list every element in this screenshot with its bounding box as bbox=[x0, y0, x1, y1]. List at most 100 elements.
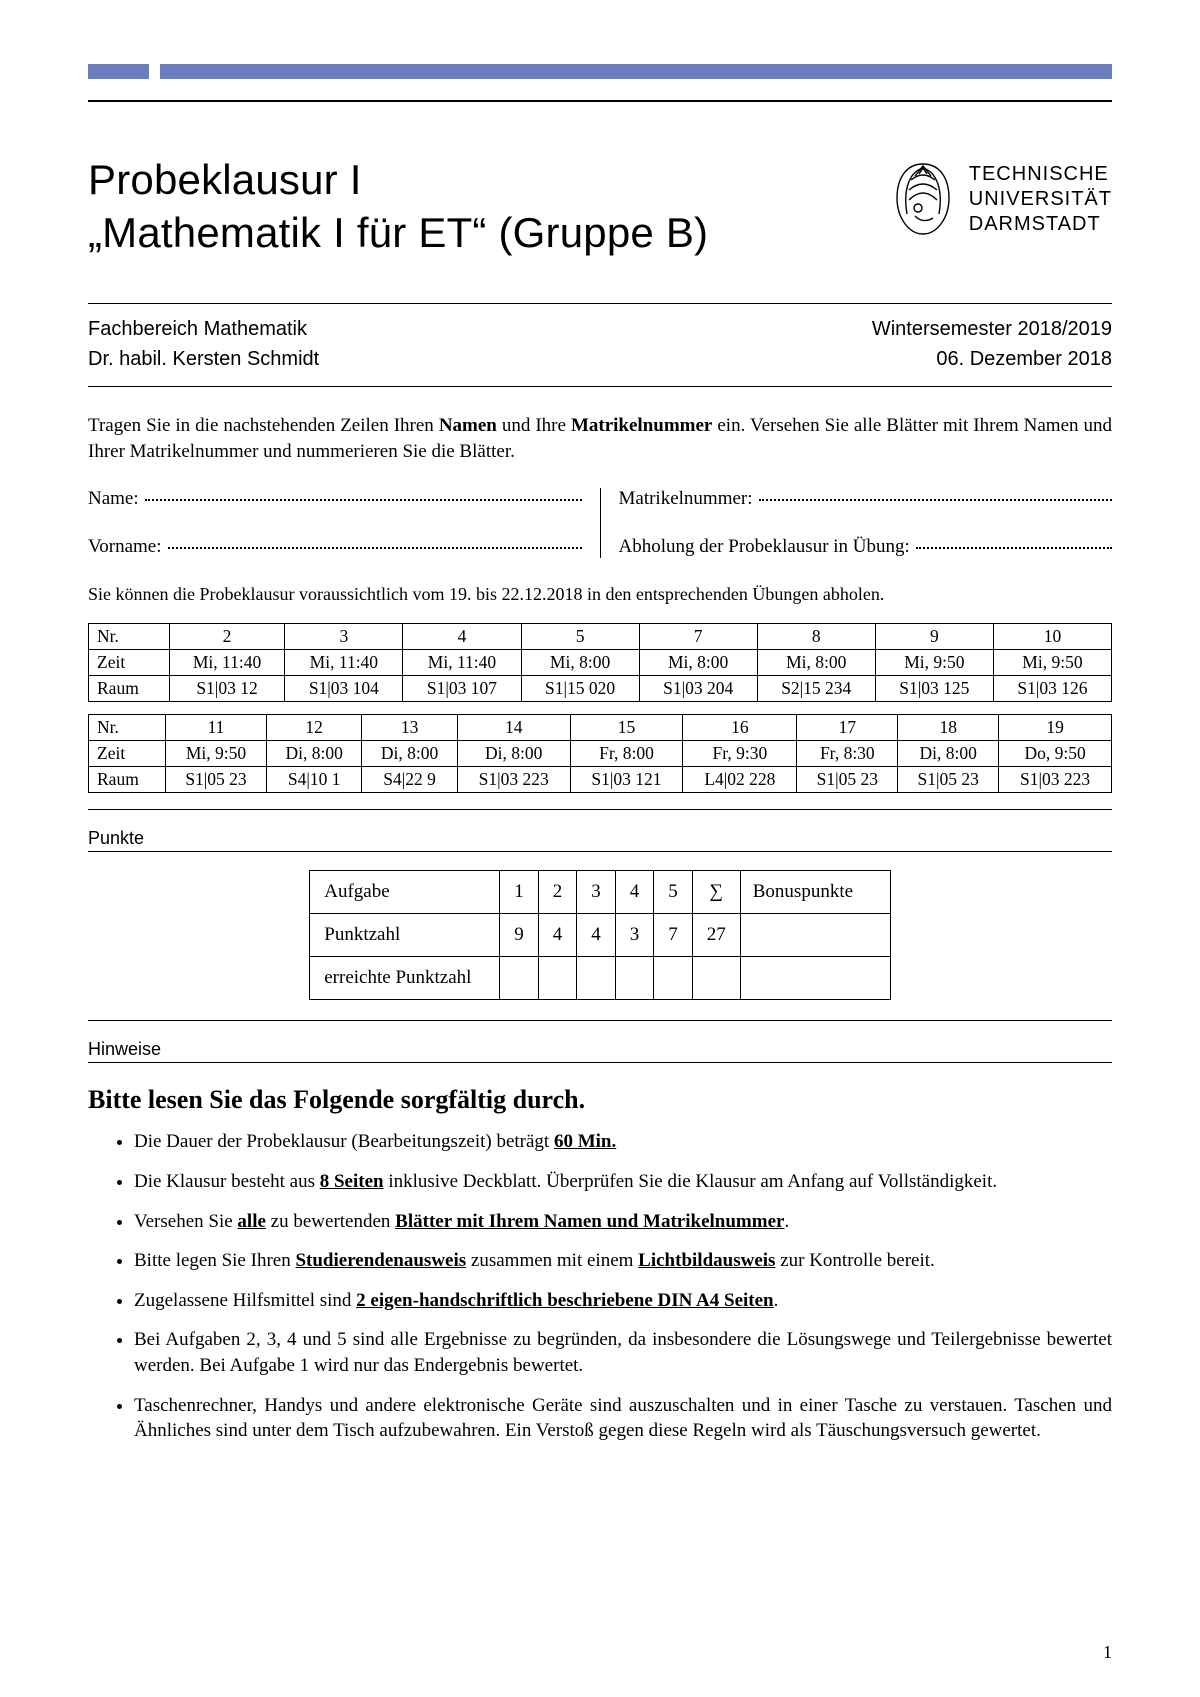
sched-cell: Mi, 9:50 bbox=[166, 741, 267, 767]
sched-cell: S1|15 020 bbox=[521, 676, 639, 702]
name-input-line[interactable] bbox=[145, 499, 582, 501]
sched-cell: Mi, 11:40 bbox=[169, 650, 285, 676]
points-cell: 27 bbox=[692, 914, 740, 957]
sched-cell: Mi, 8:00 bbox=[757, 650, 875, 676]
student-form: Name: Vorname: Matrikelnummer: Abholung … bbox=[88, 488, 1112, 558]
hinweise-label: Hinweise bbox=[88, 1039, 1112, 1063]
abholung-label: Abholung der Probeklausur in Übung: bbox=[619, 536, 910, 558]
hint-item: Bei Aufgaben 2, 3, 4 und 5 sind alle Erg… bbox=[134, 1327, 1112, 1378]
title-line-1: Probeklausur I bbox=[88, 154, 708, 207]
points-cell: 4 bbox=[577, 914, 616, 957]
university-logo-block: TECHNISCHE UNIVERSITÄT DARMSTADT bbox=[889, 160, 1112, 238]
points-cell bbox=[740, 957, 890, 1000]
intro-paragraph: Tragen Sie in die nachstehenden Zeilen I… bbox=[88, 413, 1112, 464]
sched-cell: S1|05 23 bbox=[898, 767, 999, 793]
sched-cell: Mi, 8:00 bbox=[521, 650, 639, 676]
hint-item: Versehen Sie alle zu bewertenden Blätter… bbox=[134, 1209, 1112, 1235]
abholung-field[interactable]: Abholung der Probeklausur in Übung: bbox=[619, 536, 1113, 558]
hint-item: Zugelassene Hilfsmittel sind 2 eigen-han… bbox=[134, 1288, 1112, 1314]
matnr-field[interactable]: Matrikelnummer: bbox=[619, 488, 1113, 510]
abholung-input-line[interactable] bbox=[916, 547, 1112, 549]
date: 06. Dezember 2018 bbox=[872, 344, 1112, 374]
schedule-table-2: Nr.111213141516171819ZeitMi, 9:50Di, 8:0… bbox=[88, 714, 1112, 793]
accent-bar-main bbox=[160, 64, 1112, 79]
hinweise-rule-top bbox=[88, 1020, 1112, 1021]
sched-cell: Mi, 8:00 bbox=[639, 650, 757, 676]
points-cell bbox=[615, 957, 654, 1000]
hints-list: Die Dauer der Probeklausur (Bearbeitungs… bbox=[88, 1129, 1112, 1444]
vorname-field[interactable]: Vorname: bbox=[88, 536, 582, 558]
department: Fachbereich Mathematik bbox=[88, 314, 319, 344]
points-header-cell: 5 bbox=[654, 871, 693, 914]
points-table: Aufgabe12345∑BonuspunktePunktzahl9443727… bbox=[309, 870, 891, 1000]
sched-cell: S1|03 121 bbox=[570, 767, 683, 793]
points-header-cell: 3 bbox=[577, 871, 616, 914]
notice-heading: Bitte lesen Sie das Folgende sorgfältig … bbox=[88, 1085, 1112, 1115]
name-field[interactable]: Name: bbox=[88, 488, 582, 510]
intro-mid: und Ihre bbox=[497, 415, 571, 436]
sched-cell: S1|03 107 bbox=[403, 676, 521, 702]
sched-cell: Do, 9:50 bbox=[999, 741, 1112, 767]
meta-rule-bottom bbox=[88, 386, 1112, 387]
header-bars bbox=[88, 64, 1112, 92]
sched-header-cell: 14 bbox=[457, 715, 570, 741]
sched-header-cell: Nr. bbox=[89, 624, 170, 650]
sched-cell: S1|05 23 bbox=[166, 767, 267, 793]
points-cell bbox=[740, 914, 890, 957]
sched-header-cell: 10 bbox=[993, 624, 1111, 650]
hint-item: Die Klausur besteht aus 8 Seiten inklusi… bbox=[134, 1169, 1112, 1195]
sched-cell: Di, 8:00 bbox=[362, 741, 457, 767]
points-cell bbox=[577, 957, 616, 1000]
points-cell: 3 bbox=[615, 914, 654, 957]
points-cell bbox=[654, 957, 693, 1000]
matnr-input-line[interactable] bbox=[759, 499, 1112, 501]
points-cell: Punktzahl bbox=[310, 914, 500, 957]
sched-cell: S1|03 204 bbox=[639, 676, 757, 702]
pickup-note: Sie können die Probeklausur voraussichtl… bbox=[88, 584, 1112, 605]
sched-cell: Raum bbox=[89, 676, 170, 702]
sched-cell: S1|03 104 bbox=[285, 676, 403, 702]
points-header-cell: Aufgabe bbox=[310, 871, 500, 914]
sched-cell: S1|03 125 bbox=[875, 676, 993, 702]
sched-header-cell: Nr. bbox=[89, 715, 166, 741]
sched-cell: S1|03 223 bbox=[457, 767, 570, 793]
points-header-cell: 1 bbox=[500, 871, 539, 914]
hint-item: Taschenrechner, Handys und andere elektr… bbox=[134, 1393, 1112, 1444]
uni-line-2: UNIVERSITÄT bbox=[969, 187, 1112, 212]
sched-header-cell: 15 bbox=[570, 715, 683, 741]
intro-bold2: Matrikelnummer bbox=[571, 415, 712, 436]
semester: Wintersemester 2018/2019 bbox=[872, 314, 1112, 344]
lecturer: Dr. habil. Kersten Schmidt bbox=[88, 344, 319, 374]
points-cell bbox=[538, 957, 577, 1000]
matnr-label: Matrikelnummer: bbox=[619, 488, 753, 510]
sched-header-cell: 16 bbox=[683, 715, 797, 741]
points-header-cell: ∑ bbox=[692, 871, 740, 914]
hint-item: Bitte legen Sie Ihren Studierendenauswei… bbox=[134, 1248, 1112, 1274]
title-line-2: „Mathematik I für ET“ (Gruppe B) bbox=[88, 207, 708, 260]
uni-line-3: DARMSTADT bbox=[969, 212, 1112, 237]
sched-cell: Fr, 9:30 bbox=[683, 741, 797, 767]
sched-header-cell: 2 bbox=[169, 624, 285, 650]
sched-cell: Mi, 9:50 bbox=[993, 650, 1111, 676]
sched-cell: Mi, 9:50 bbox=[875, 650, 993, 676]
sched-cell: S2|15 234 bbox=[757, 676, 875, 702]
sched-header-cell: 5 bbox=[521, 624, 639, 650]
name-label: Name: bbox=[88, 488, 139, 510]
sched-cell: S1|03 12 bbox=[169, 676, 285, 702]
sched-cell: Zeit bbox=[89, 650, 170, 676]
hint-item: Die Dauer der Probeklausur (Bearbeitungs… bbox=[134, 1129, 1112, 1155]
top-rule bbox=[88, 100, 1112, 102]
page-title: Probeklausur I „Mathematik I für ET“ (Gr… bbox=[88, 154, 708, 259]
sched-header-cell: 12 bbox=[266, 715, 361, 741]
sched-cell: Fr, 8:30 bbox=[797, 741, 898, 767]
sched-cell: Di, 8:00 bbox=[457, 741, 570, 767]
athena-icon bbox=[889, 160, 957, 238]
points-cell: 9 bbox=[500, 914, 539, 957]
sched-cell: Di, 8:00 bbox=[898, 741, 999, 767]
sched-cell: Mi, 11:40 bbox=[403, 650, 521, 676]
punkte-label: Punkte bbox=[88, 828, 1112, 852]
points-header-cell: Bonuspunkte bbox=[740, 871, 890, 914]
sched-cell: Zeit bbox=[89, 741, 166, 767]
vorname-input-line[interactable] bbox=[168, 547, 582, 549]
intro-bold1: Namen bbox=[439, 415, 497, 436]
